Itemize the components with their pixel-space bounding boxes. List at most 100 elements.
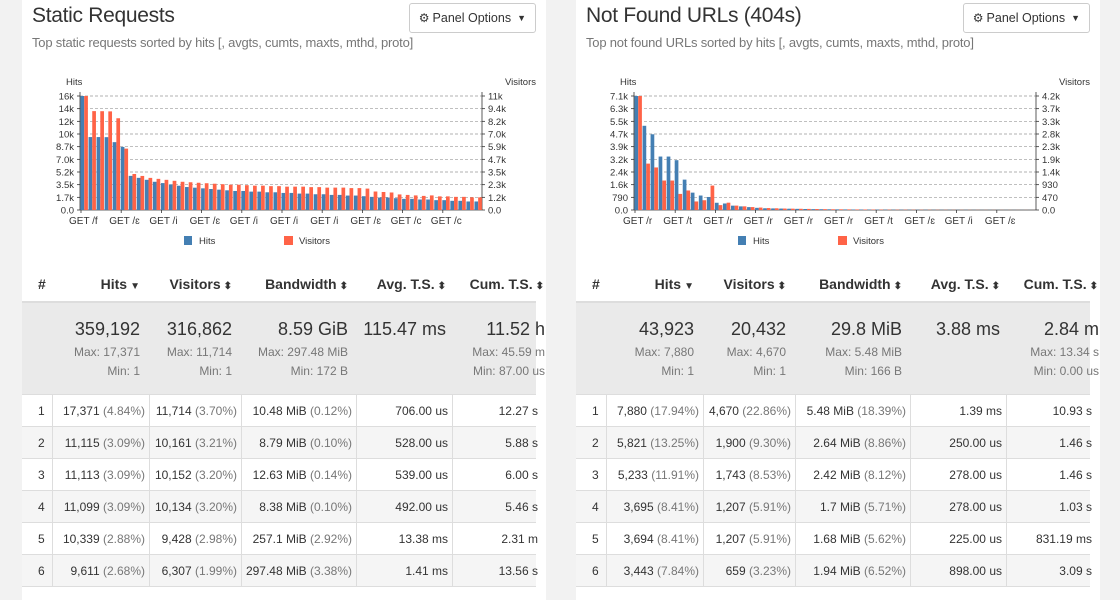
bar-visitors — [196, 182, 201, 210]
x-tick-label: GET /ɛ — [109, 216, 140, 227]
cell-percent: (3.09%) — [99, 468, 145, 482]
bar-hits — [730, 205, 735, 210]
bar-hits — [337, 194, 342, 210]
col-header-avgts[interactable]: Avg. T.S. ⬍ — [377, 276, 446, 292]
x-tick-label: GET /i — [149, 216, 177, 227]
bar-hits — [241, 190, 245, 210]
cell-cumts: 1.46 s — [1059, 468, 1092, 482]
bar-visitors — [670, 180, 675, 210]
not-found-urls-panel: Not Found URLs (404s) Top not found URLs… — [576, 0, 1100, 600]
table-row[interactable]: 1 7,880 (17.94%) 4,670 (22.86%) 5.48 MiB (1… — [576, 395, 1092, 427]
y-axis-right-label: Visitors — [505, 77, 536, 88]
column-divider — [356, 491, 357, 522]
table-row[interactable]: 3 11,113 (3.09%) 10,152 (3.20%) 12.63 MiB (… — [22, 459, 538, 491]
summary-visitors-min: Min: 1 — [753, 364, 786, 378]
y-tick-left: 4.7k — [610, 130, 628, 141]
cell-percent: (3.21%) — [191, 436, 237, 450]
col-header-cumts[interactable]: Cum. T.S. ⬍ — [1024, 276, 1098, 292]
bar-visitors — [269, 186, 273, 210]
cell-value: 1,207 — [715, 500, 746, 514]
col-header-label: # — [592, 276, 600, 292]
table-row[interactable]: 2 5,821 (13.25%) 1,900 (9.30%) 2.64 MiB (8.… — [576, 427, 1092, 459]
panel-options-label: Panel Options — [432, 11, 512, 25]
panel-options-button[interactable]: ⚙ Panel Options ▼ — [962, 3, 1090, 33]
cell-value: 831.19 ms — [1035, 532, 1092, 546]
col-header-hits[interactable]: Hits ▼ — [655, 276, 694, 292]
cell-cumts: 1.46 s — [1059, 436, 1092, 450]
summary-visitors-value: 316,862 — [166, 319, 232, 339]
row-index: 3 — [38, 468, 45, 482]
summary-visitors-max: Max: 4,670 — [726, 345, 786, 359]
table-row[interactable]: 6 3,443 (7.84%) 659 (3.23%) 1.94 MiB (6.52%… — [576, 555, 1092, 587]
cell-hits: 7,880 (17.94%) — [617, 404, 699, 418]
bar-visitors — [84, 96, 88, 210]
table-summary-row: 43,923 Max: 7,880 Min: 1 20,432 Max: 4,670 Mi… — [576, 303, 1099, 395]
col-header-avgts[interactable]: Avg. T.S. ⬍ — [931, 276, 1000, 292]
cell-percent: (3.38%) — [306, 564, 352, 578]
col-header-cumts[interactable]: Cum. T.S. ⬍ — [470, 276, 544, 292]
cell-avgts: 225.00 us — [949, 532, 1002, 546]
cell-visitors: 11,714 (3.70%) — [156, 404, 237, 418]
cell-value: 528.00 us — [395, 436, 448, 450]
cell-cumts: 13.56 s — [499, 564, 538, 578]
panel-options-button[interactable]: ⚙ Panel Options ▼ — [408, 3, 536, 33]
table-row[interactable]: 4 11,099 (3.09%) 10,134 (3.20%) 8.38 MiB (0… — [22, 491, 538, 523]
cell-cumts: 831.19 ms — [1036, 532, 1092, 546]
not-found-urls-table: # Hits ▼ Visitors ⬍ Bandwidth ⬍ Avg. T.S. ⬍ Cum. … — [576, 265, 1099, 587]
cell-visitors: 6,307 (1.99%) — [162, 564, 237, 578]
col-header-bandwidth[interactable]: Bandwidth ⬍ — [265, 276, 348, 292]
col-header-hits[interactable]: Hits ▼ — [101, 276, 140, 292]
column-divider — [606, 491, 607, 522]
cell-percent: (2.68%) — [99, 564, 145, 578]
cell-avgts: 13.38 ms — [399, 532, 448, 546]
bar-visitors — [164, 179, 169, 210]
bar-visitors — [124, 148, 129, 210]
x-tick-label: GET /ɛ — [350, 216, 381, 227]
column-divider — [52, 427, 53, 458]
bar-visitors — [333, 187, 338, 210]
bar-visitors — [782, 208, 787, 210]
y-tick-right: 470 — [1042, 193, 1058, 204]
col-header-bandwidth[interactable]: Bandwidth ⬍ — [819, 276, 902, 292]
bar-visitors — [638, 96, 642, 210]
col-header-label: Visitors — [723, 276, 775, 292]
column-divider — [606, 555, 607, 586]
table-row[interactable]: 6 9,611 (2.68%) 6,307 (1.99%) 297.48 MiB (3… — [22, 555, 538, 587]
cell-value: 12.63 MiB — [252, 468, 307, 482]
table-row[interactable]: 1 17,371 (4.84%) 11,714 (3.70%) 10.48 MiB (… — [22, 395, 538, 427]
bar-visitors — [702, 200, 707, 210]
sort-icon: ⬍ — [991, 281, 1000, 292]
bar-hits — [193, 187, 197, 210]
col-header-visitors[interactable]: Visitors ⬍ — [170, 276, 233, 292]
bar-visitors — [831, 209, 835, 210]
legend-swatch-hits — [184, 236, 192, 245]
col-header-visitors[interactable]: Visitors ⬍ — [724, 276, 787, 292]
bar-hits — [321, 194, 326, 210]
table-row[interactable]: 2 11,115 (3.09%) 10,161 (3.21%) 8.79 MiB (0… — [22, 427, 538, 459]
cell-percent: (0.10%) — [306, 436, 352, 450]
table-row[interactable]: 3 5,233 (11.91%) 1,743 (8.53%) 2.42 MiB (8.… — [576, 459, 1092, 491]
cell-cumts: 12.27 s — [499, 404, 538, 418]
table-row[interactable]: 4 3,695 (8.41%) 1,207 (5.91%) 1.7 MiB (5.71… — [576, 491, 1092, 523]
y-axis-left-label: Hits — [66, 77, 83, 88]
cell-value: 10,339 — [62, 532, 100, 546]
bar-visitors — [381, 191, 386, 210]
column-divider — [606, 459, 607, 490]
column-divider — [149, 395, 150, 426]
table-summary-row: 359,192 Max: 17,371 Min: 1 316,862 Max: 11,7… — [22, 303, 545, 395]
cell-value: 11,099 — [63, 500, 100, 514]
table-row[interactable]: 5 10,339 (2.88%) 9,428 (2.98%) 257.1 MiB (2… — [22, 523, 538, 555]
bar-visitors — [437, 196, 442, 210]
bar-visitors — [156, 178, 161, 210]
cell-percent: (5.62%) — [860, 532, 906, 546]
cell-value: 257.1 MiB — [252, 532, 307, 546]
cell-value: 5.46 s — [505, 500, 538, 514]
bar-hits — [128, 175, 133, 210]
cell-percent: (7.84%) — [653, 564, 699, 578]
cell-percent: (0.10%) — [306, 500, 352, 514]
bar-hits — [466, 201, 471, 210]
cell-value: 6.00 s — [505, 468, 538, 482]
table-row[interactable]: 5 3,694 (8.41%) 1,207 (5.91%) 1.68 MiB (5.6… — [576, 523, 1092, 555]
hits-visitors-chart: Hits Visitors 16k 11k 14k 9.4k 12k 8.2k 10k 7.0k 8… — [56, 77, 536, 247]
y-tick-right: 3.3k — [1042, 117, 1060, 128]
